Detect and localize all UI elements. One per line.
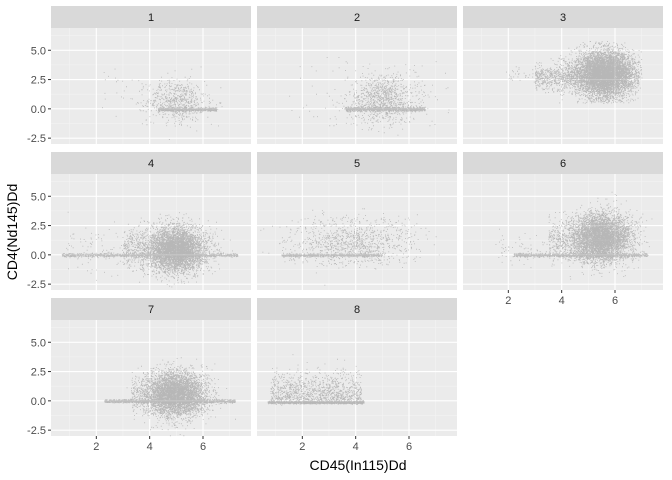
x-tick-label: 4 [353,441,359,453]
facet-strip-label: 1 [148,12,154,24]
x-tick-label: 2 [93,441,99,453]
y-tick-label: 2.5 [31,75,46,87]
facet-panel-1: 1 [51,6,251,144]
panel-background [51,28,251,144]
panels-layer: 1 2 3 4 5 6 7 8 [51,6,663,436]
y-tick-label: 0.0 [31,250,46,262]
facet-strip-label: 3 [560,12,566,24]
x-tick-label: 4 [559,295,565,307]
facet-panel-7: 7 [51,298,251,436]
x-tick-label: 6 [200,441,206,453]
facet-panel-4: 4 [51,152,251,290]
facet-strip-label: 8 [354,304,360,316]
y-tick-label: 0.0 [31,104,46,116]
x-tick-label: 4 [147,441,153,453]
y-axis-title: CD4(Nd145)Dd [4,184,20,280]
x-axis-title: CD45(In115)Dd [309,457,406,473]
y-tick-label: -2.5 [27,133,46,145]
facet-strip-label: 5 [354,158,360,170]
facet-panel-3: 3 [463,6,663,144]
x-tick-label: 2 [299,441,305,453]
y-tick-label: -2.5 [27,279,46,291]
y-tick-label: 5.0 [31,45,46,57]
facet-strip-label: 2 [354,12,360,24]
panel-background [257,28,457,144]
y-tick-label: 5.0 [31,191,46,203]
y-tick-label: 5.0 [31,337,46,349]
x-tick-label: 2 [505,295,511,307]
facet-panel-8: 8 [257,298,457,436]
y-tick-label: 0.0 [31,396,46,408]
facet-panel-5: 5 [257,152,457,290]
facet-strip-label: 7 [148,304,154,316]
x-tick-label: 6 [406,441,412,453]
facet-panel-2: 2 [257,6,457,144]
y-tick-label: 2.5 [31,367,46,379]
y-tick-label: 2.5 [31,221,46,233]
facet-panel-6: 6 [463,152,663,290]
facet-strip-label: 6 [560,158,566,170]
panel-background [51,320,251,436]
facet-strip-label: 4 [148,158,154,170]
y-tick-label: -2.5 [27,425,46,437]
x-tick-label: 6 [612,295,618,307]
